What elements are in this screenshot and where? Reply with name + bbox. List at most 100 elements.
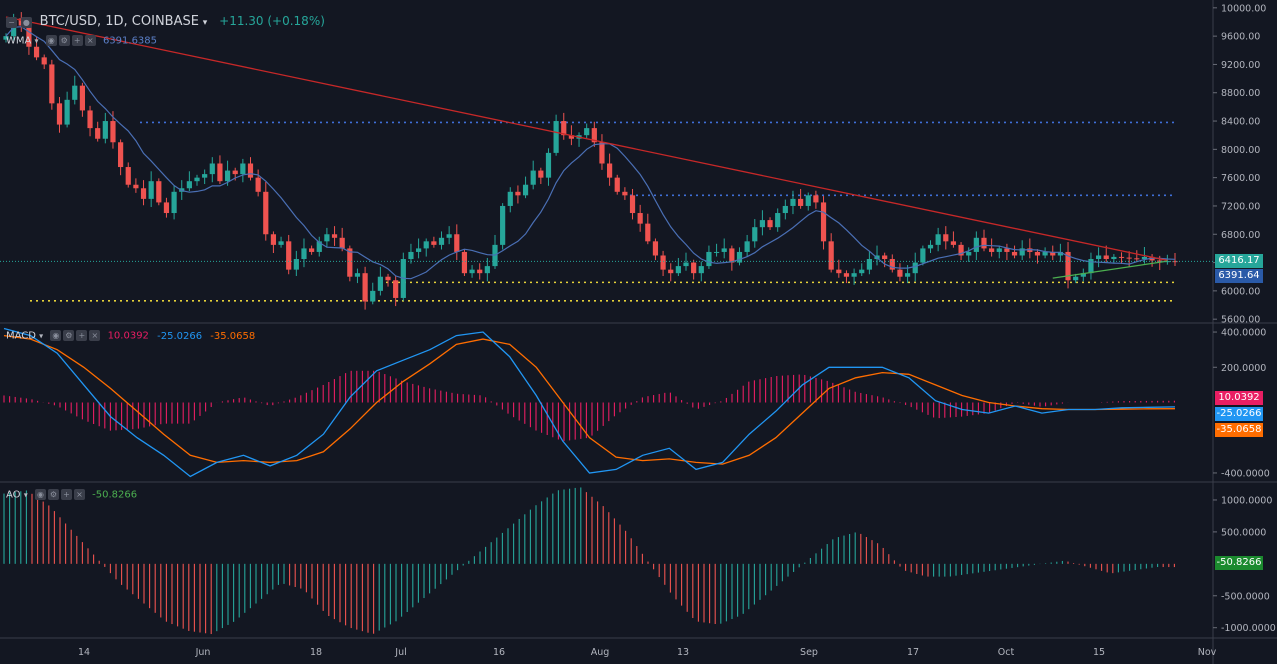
chevron-down-icon[interactable]: ▾ bbox=[34, 36, 39, 46]
price-axis-tick-label: 5600.00 bbox=[1221, 315, 1260, 326]
wma-value: 6391.6385 bbox=[102, 35, 158, 47]
candle-body bbox=[538, 170, 544, 178]
candle-body bbox=[217, 163, 223, 182]
price-change: +11.30 (+0.18%) bbox=[219, 14, 325, 28]
candle-body bbox=[904, 273, 911, 277]
candle-body bbox=[64, 99, 70, 125]
candle-body bbox=[362, 273, 368, 302]
candle-body bbox=[1034, 251, 1041, 256]
candle-body bbox=[87, 110, 93, 129]
ao-value: -50.8266 bbox=[92, 489, 138, 501]
compare-icon[interactable]: ● bbox=[20, 17, 32, 28]
candle-body bbox=[798, 198, 804, 206]
candle-body bbox=[415, 248, 422, 252]
candle-body bbox=[1004, 248, 1010, 252]
candle-body bbox=[1073, 276, 1079, 281]
candle-body bbox=[614, 177, 620, 192]
candle-body bbox=[309, 248, 315, 252]
candle-body bbox=[759, 220, 766, 228]
add-icon[interactable]: + bbox=[60, 489, 72, 500]
candle-body bbox=[385, 276, 391, 281]
candle-body bbox=[958, 244, 964, 256]
candle-body bbox=[950, 241, 957, 245]
macd-label[interactable]: MACD bbox=[6, 330, 36, 342]
settings-icon[interactable]: ⚙ bbox=[47, 489, 59, 500]
candle-body bbox=[133, 184, 139, 189]
time-axis-label: 13 bbox=[677, 647, 689, 658]
candle-body bbox=[1126, 257, 1132, 259]
candle-body bbox=[866, 259, 872, 270]
candle-body bbox=[767, 220, 773, 228]
close-icon[interactable]: × bbox=[84, 35, 96, 46]
candle-body bbox=[72, 85, 78, 100]
settings-icon[interactable]: ⚙ bbox=[58, 35, 70, 46]
ao-label[interactable]: AO bbox=[6, 489, 21, 501]
candle-body bbox=[202, 174, 208, 178]
price-current-badge: 6416.17 bbox=[1215, 254, 1263, 268]
time-axis-label: 17 bbox=[907, 647, 919, 658]
chevron-down-icon[interactable]: ▾ bbox=[39, 331, 44, 341]
candle-body bbox=[1057, 251, 1063, 256]
chevron-down-icon[interactable]: ▾ bbox=[23, 490, 28, 500]
candle-body bbox=[1050, 251, 1056, 256]
collapse-icon[interactable]: − bbox=[6, 17, 17, 28]
candle-body bbox=[477, 269, 483, 274]
wma-legend: WMA ▾ ◉ ⚙ + × 6391.6385 bbox=[6, 35, 157, 47]
candle-body bbox=[1172, 261, 1178, 263]
candle-body bbox=[110, 121, 116, 143]
candle-body bbox=[263, 191, 269, 235]
wma-line bbox=[5, 26, 1176, 280]
candle-body bbox=[438, 237, 445, 245]
time-axis-label: 14 bbox=[78, 647, 90, 658]
time-axis-label: 18 bbox=[310, 647, 322, 658]
ao-histogram bbox=[3, 487, 1175, 635]
candle-body bbox=[209, 163, 215, 175]
candle-body bbox=[790, 198, 796, 206]
settings-icon[interactable]: ⚙ bbox=[63, 330, 75, 341]
macd-hist-badge: 10.0392 bbox=[1215, 391, 1263, 405]
uptrend-line bbox=[1052, 260, 1168, 279]
eye-icon[interactable]: ◉ bbox=[50, 330, 62, 341]
ao-axis-tick-label: -500.0000 bbox=[1221, 591, 1270, 602]
candle-body bbox=[805, 195, 811, 206]
candle-body bbox=[1103, 255, 1109, 260]
candle-body bbox=[591, 128, 597, 143]
ao-axis-tick-label: 1000.0000 bbox=[1221, 495, 1272, 506]
candle-body bbox=[293, 259, 299, 270]
candle-body bbox=[744, 241, 750, 252]
close-icon[interactable]: × bbox=[73, 489, 85, 500]
price-axis-tick-label: 9600.00 bbox=[1221, 32, 1260, 43]
candle-body bbox=[859, 269, 865, 274]
symbol-title[interactable]: BTC/USD, 1D, COINBASE bbox=[39, 14, 199, 29]
add-icon[interactable]: + bbox=[76, 330, 88, 341]
eye-icon[interactable]: ◉ bbox=[45, 35, 57, 46]
macd-signal-value: -35.0658 bbox=[210, 330, 256, 342]
candle-body bbox=[339, 237, 345, 249]
macd-signal-line bbox=[3, 334, 1176, 465]
macd-line bbox=[3, 327, 1176, 478]
symbol-header: − ● BTC/USD, 1D, COINBASE ▾ +11.30 (+0.1… bbox=[6, 14, 325, 29]
time-axis-label: Oct bbox=[998, 647, 1015, 658]
macd-legend: MACD ▾ ◉ ⚙ + × 10.0392 -25.0266 -35.0658 bbox=[6, 330, 255, 342]
candle-body bbox=[408, 251, 414, 260]
eye-icon[interactable]: ◉ bbox=[34, 489, 46, 500]
candle-body bbox=[1080, 273, 1086, 277]
candle-body bbox=[377, 276, 383, 291]
candle-body bbox=[118, 142, 124, 168]
close-icon[interactable]: × bbox=[89, 330, 101, 341]
chevron-down-icon[interactable]: ▾ bbox=[202, 18, 208, 28]
candle-body bbox=[973, 237, 979, 252]
price-axis-tick-label: 6800.00 bbox=[1221, 230, 1260, 241]
wma-label[interactable]: WMA bbox=[6, 35, 32, 47]
candle-body bbox=[163, 202, 170, 214]
candle-body bbox=[813, 195, 819, 203]
candle-body bbox=[545, 152, 552, 178]
add-icon[interactable]: + bbox=[71, 35, 83, 46]
candle-body bbox=[920, 248, 926, 263]
price-axis-tick-label: 8800.00 bbox=[1221, 88, 1260, 99]
candle-body bbox=[882, 255, 888, 260]
price-axis-tick-label: 10000.00 bbox=[1221, 3, 1266, 14]
candle-body bbox=[26, 25, 32, 47]
candle-body bbox=[843, 273, 850, 277]
